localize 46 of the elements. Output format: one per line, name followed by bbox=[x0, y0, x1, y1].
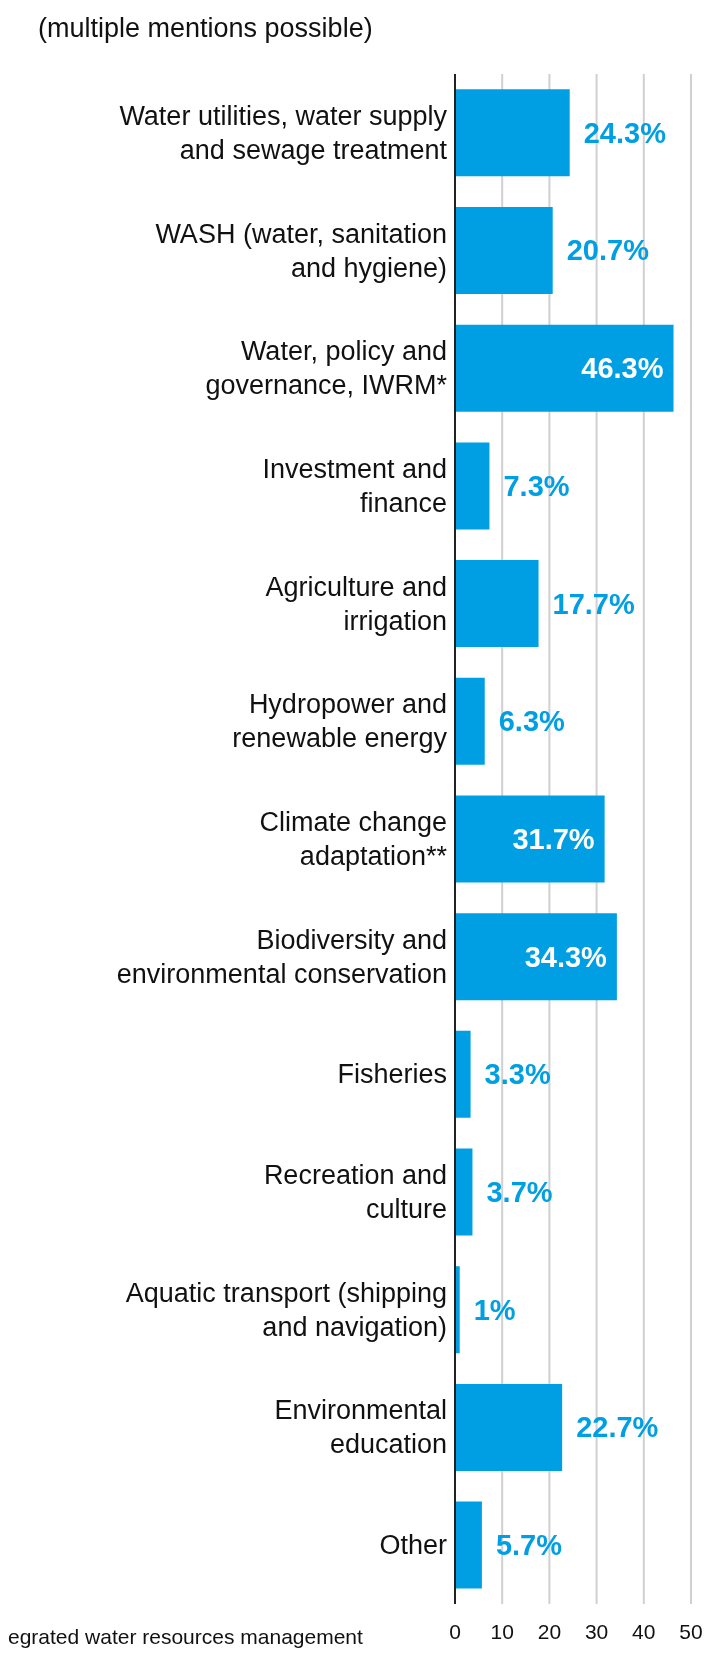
y-tick-label: Aquatic transport (shipping and navigation) bbox=[125, 1277, 447, 1342]
data-label: 5.7% bbox=[495, 1529, 563, 1562]
data-label: 46.3% bbox=[581, 352, 664, 385]
data-label: 1% bbox=[473, 1293, 516, 1326]
y-tick-label: Environmental education bbox=[274, 1395, 447, 1460]
y-tick-label: Water, policy and governance, IWRM* bbox=[205, 336, 448, 401]
bar bbox=[455, 206, 553, 294]
x-tick-label: 40 bbox=[632, 1619, 656, 1643]
y-tick-label: Other bbox=[379, 1530, 447, 1561]
x-tick-label: 10 bbox=[490, 1619, 514, 1643]
text: (multiple mentions possible) bbox=[37, 12, 374, 45]
bar bbox=[455, 795, 605, 883]
x-tick-label: 20 bbox=[537, 1619, 562, 1643]
data-label: 17.7% bbox=[552, 587, 635, 620]
y-tick-label: Agriculture and irrigation bbox=[265, 571, 447, 636]
bar bbox=[455, 677, 485, 765]
y-tick-label: Recreation and culture bbox=[263, 1160, 447, 1225]
data-label: 6.3% bbox=[498, 705, 566, 738]
data-label: 3.7% bbox=[486, 1176, 553, 1209]
data-label: 3.3% bbox=[484, 1058, 551, 1091]
y-tick-label: Fisheries bbox=[337, 1059, 447, 1090]
bar bbox=[455, 1501, 482, 1589]
bar bbox=[455, 442, 490, 530]
text: egrated water resources management bbox=[8, 1624, 364, 1648]
y-tick-label: Investment and finance bbox=[262, 453, 447, 518]
bar bbox=[455, 1383, 563, 1471]
y-tick-label: Biodiversity and environmental conservation bbox=[116, 924, 447, 989]
bar bbox=[455, 913, 617, 1001]
data-label: 24.3% bbox=[583, 116, 667, 149]
x-tick-label: 30 bbox=[584, 1619, 609, 1643]
bar bbox=[455, 1030, 471, 1118]
data-label: 34.3% bbox=[524, 940, 608, 973]
data-label: 31.7% bbox=[512, 822, 595, 855]
data-label: 22.7% bbox=[576, 1411, 659, 1444]
data-label: 7.3% bbox=[503, 469, 570, 502]
y-tick-label: Water utilities, water supply and sewage treatment bbox=[119, 100, 448, 165]
bar bbox=[455, 89, 570, 177]
x-tick-label: 50 bbox=[679, 1619, 703, 1643]
y-tick-label: Climate change adaptation** bbox=[259, 807, 448, 871]
y-tick-label: Hydropower and renewable energy bbox=[232, 689, 448, 754]
bar bbox=[455, 1148, 473, 1236]
bar bbox=[455, 560, 539, 648]
bar bbox=[455, 324, 674, 412]
y-tick-label: WASH (water, sanitation and hygiene) bbox=[155, 218, 447, 283]
x-tick-label: 0 bbox=[449, 1619, 461, 1643]
data-label: 20.7% bbox=[566, 234, 650, 267]
